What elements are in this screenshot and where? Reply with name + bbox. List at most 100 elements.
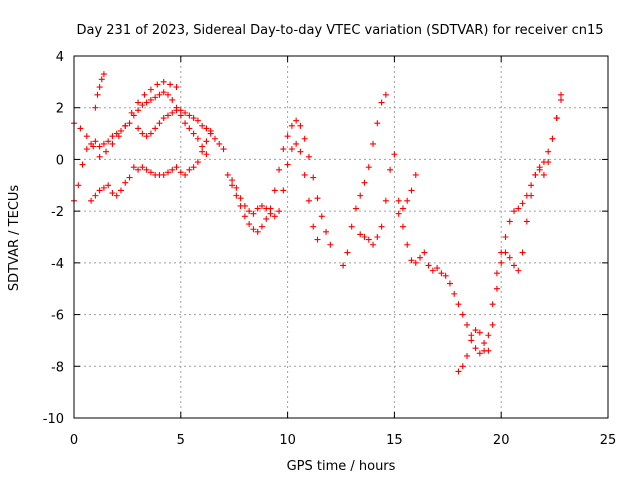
data-point [536,166,543,173]
data-point [117,187,124,194]
data-point [199,148,206,155]
data-point [122,179,129,186]
data-point [173,84,180,91]
data-point [199,143,206,150]
data-point [382,197,389,204]
data-point [203,125,210,132]
y-tick-label: -4 [51,257,64,272]
x-tick-label: 25 [600,433,617,448]
data-point [199,122,206,129]
data-point [135,166,142,173]
data-point [113,130,120,137]
data-point [558,91,565,98]
data-point [280,187,287,194]
data-point [472,345,479,352]
data-point [399,205,406,212]
data-point [147,130,154,137]
data-point [143,166,150,173]
y-tick-label: 0 [56,153,64,168]
data-point [182,109,189,116]
series-trace-6 [224,117,334,248]
data-point [395,210,402,217]
data-point [173,164,180,171]
data-point [511,208,518,215]
data-point [553,115,560,122]
data-point [135,107,142,114]
data-point [271,213,278,220]
data-point [160,171,167,178]
data-point [429,267,436,274]
data-point [96,143,103,150]
data-point [528,192,535,199]
data-point [98,76,105,83]
data-points [71,71,565,375]
data-point [186,125,193,132]
data-point [109,140,116,147]
data-point [224,171,231,178]
data-point [203,151,210,158]
axis-ticks [73,55,609,419]
data-point [141,91,148,98]
data-point [194,135,201,142]
data-point [455,301,462,308]
data-point [169,96,176,103]
data-point [237,195,244,202]
data-point [506,218,513,225]
data-point [502,249,509,256]
data-point [246,221,253,228]
data-point [164,91,171,98]
series-trace-9 [357,91,565,357]
data-point [139,102,146,109]
y-tick-label: -6 [51,309,64,324]
data-point [468,337,475,344]
data-point [77,125,84,132]
data-point [323,228,330,235]
y-tick-label: 2 [56,102,64,117]
data-point [100,140,107,147]
x-tick-label: 10 [279,433,296,448]
series-trace-2 [71,89,210,204]
series-trace-11 [395,171,419,217]
x-tick-labels: 0 5 10 15 20 25 [70,433,616,448]
data-point [464,321,471,328]
data-point [160,78,167,85]
y-tick-label: 4 [56,50,64,65]
data-point [293,140,300,147]
data-point [408,187,415,194]
data-point [365,164,372,171]
data-point [105,182,112,189]
data-point [370,140,377,147]
data-point [109,190,116,197]
data-point [190,130,197,137]
data-point [374,234,381,240]
data-point [459,363,466,370]
data-point [113,192,120,199]
data-point [177,112,184,119]
data-point [152,125,159,132]
data-point [135,125,142,132]
y-tick-labels: 4 2 0 -2 -4 -6 -8 -10 [43,50,64,427]
data-point [399,223,406,230]
data-point [412,171,419,178]
data-point [502,234,509,240]
data-point [387,166,394,173]
data-point [340,262,347,269]
data-point [169,109,176,116]
data-point [147,96,154,103]
data-point [75,182,82,189]
data-point [79,161,86,168]
series-trace-8 [340,91,389,269]
data-point [126,174,133,181]
data-point [404,241,411,248]
data-point [190,164,197,171]
data-point [361,179,368,186]
data-point [284,161,291,168]
data-point [425,262,432,269]
data-point [122,122,129,129]
data-point [152,94,159,101]
data-point [485,332,492,339]
data-point [489,321,496,328]
data-point [493,285,500,292]
x-tick-label: 20 [493,433,510,448]
data-point [258,202,265,209]
